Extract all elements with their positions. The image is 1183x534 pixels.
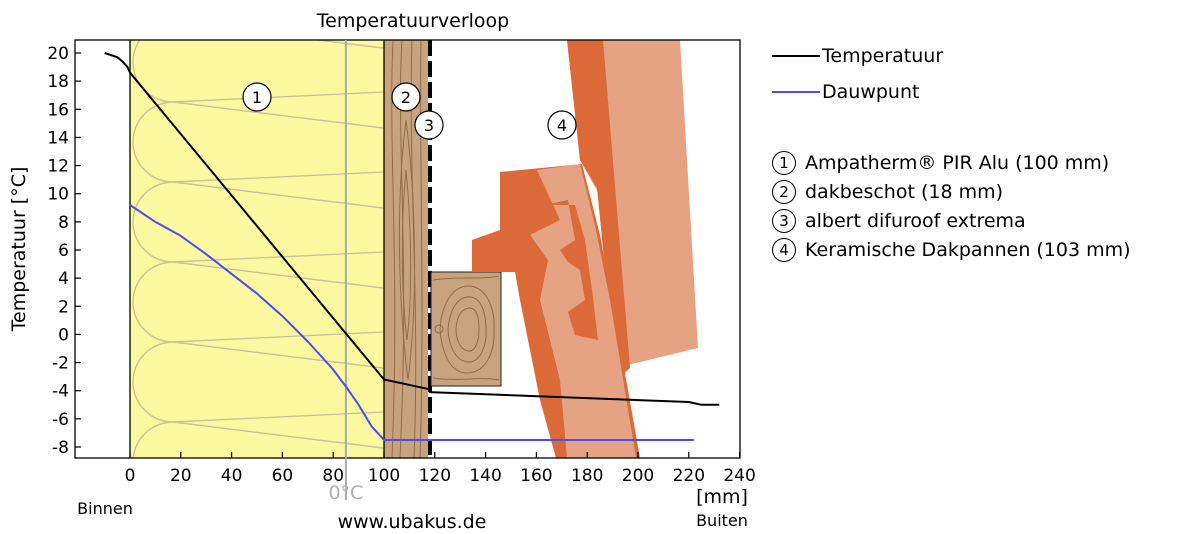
x-tick-label: 20 — [170, 466, 192, 486]
legend-swatch-dewpoint — [772, 91, 820, 93]
y-tick-label: 10 — [47, 185, 69, 205]
x-axis-label: [mm] — [696, 486, 748, 508]
insulation-pattern — [132, 40, 384, 458]
badge-layer-2: 2 — [391, 82, 421, 112]
y-tick-label: 8 — [58, 213, 69, 233]
y-tick-label: 14 — [47, 128, 69, 148]
zero-degree-label: 0°C — [328, 482, 363, 504]
legend-swatch-temperature — [772, 55, 820, 57]
legend-item-dewpoint: Dauwpunt — [772, 74, 943, 110]
x-tick-label: 100 — [368, 466, 400, 486]
x-tick-label: 220 — [673, 466, 705, 486]
x-tick-label: 40 — [221, 466, 243, 486]
y-tick-label: 18 — [47, 72, 69, 92]
layer-list-item: 1 Ampatherm® PIR Alu (100 mm) — [772, 148, 1131, 177]
y-tick-label: 6 — [58, 241, 69, 261]
y-tick-label: 2 — [58, 297, 69, 317]
y-tick-label: 12 — [47, 157, 69, 177]
series-group — [104, 52, 720, 441]
badge-layer-4: 4 — [547, 110, 577, 140]
x-tick-label: 120 — [419, 466, 451, 486]
layer-number-badge: 4 — [772, 237, 796, 262]
x-tick-label: 180 — [571, 466, 603, 486]
x-tick-label: 240 — [723, 466, 755, 486]
legend-label-dewpoint: Dauwpunt — [822, 81, 920, 103]
layer-name: Ampatherm® PIR Alu (100 mm) — [805, 151, 1110, 174]
badge-layer-2-label: 2 — [401, 88, 411, 107]
y-tick-label: 4 — [58, 269, 69, 289]
side-label-outside: Buiten — [696, 511, 748, 530]
layer-name: albert difuroof extrema — [805, 209, 1026, 232]
x-tick-label: 200 — [622, 466, 654, 486]
y-tick-label: -4 — [52, 382, 69, 402]
layer-list-item: 2 dakbeschot (18 mm) — [772, 177, 1131, 206]
batten — [430, 271, 502, 387]
layer-list: 1 Ampatherm® PIR Alu (100 mm) 2 dakbesch… — [772, 148, 1131, 264]
x-tick-label: 80 — [322, 466, 344, 486]
x-axis-ticks: 0 20 40 60 80 100 120 140 160 180 200 220 240 — [125, 452, 756, 486]
plot-frame — [74, 39, 741, 459]
x-tick-label: 60 — [272, 466, 294, 486]
x-tick-label: 140 — [469, 466, 501, 486]
layer-number-badge: 2 — [772, 179, 796, 204]
y-tick-label: -6 — [52, 410, 69, 430]
badge-layer-1: 1 — [242, 82, 272, 112]
y-tick-label: 16 — [47, 100, 69, 120]
badge-layer-1-label: 1 — [252, 88, 262, 107]
layer-number-badge: 3 — [772, 208, 796, 233]
layer-name: dakbeschot (18 mm) — [805, 180, 1004, 203]
y-tick-label: 20 — [47, 44, 69, 64]
badge-layer-3-label: 3 — [424, 116, 434, 135]
side-label-inside: Binnen — [77, 499, 133, 518]
layer-number-badge: 1 — [772, 150, 796, 175]
y-tick-label: -2 — [52, 354, 69, 374]
series-line-dewpoint — [129, 204, 694, 441]
layer-number-badges: 1 2 3 4 — [242, 82, 577, 140]
legend: Temperatuur Dauwpunt — [772, 38, 943, 110]
y-tick-label: -8 — [52, 438, 69, 458]
layer-list-item: 4 Keramische Dakpannen (103 mm) — [772, 235, 1131, 264]
layer-4-roof-tiles — [472, 40, 698, 458]
layer-name: Keramische Dakpannen (103 mm) — [805, 238, 1131, 261]
y-tick-label: 0 — [58, 325, 69, 345]
x-tick-label: 160 — [520, 466, 552, 486]
legend-label-temperature: Temperatuur — [822, 45, 944, 67]
legend-item-temperature: Temperatuur — [772, 38, 943, 74]
layer-list-item: 3 albert difuroof extrema — [772, 206, 1131, 235]
x-tick-label: 0 — [125, 466, 136, 486]
y-axis-label: Temperatuur [°C] — [8, 167, 30, 333]
watermark: www.ubakus.de — [338, 511, 487, 533]
badge-layer-3: 3 — [414, 110, 444, 140]
chart-title: Temperatuurverloop — [316, 10, 509, 32]
series-line-temperature — [104, 52, 720, 406]
badge-layer-4-label: 4 — [557, 116, 567, 135]
